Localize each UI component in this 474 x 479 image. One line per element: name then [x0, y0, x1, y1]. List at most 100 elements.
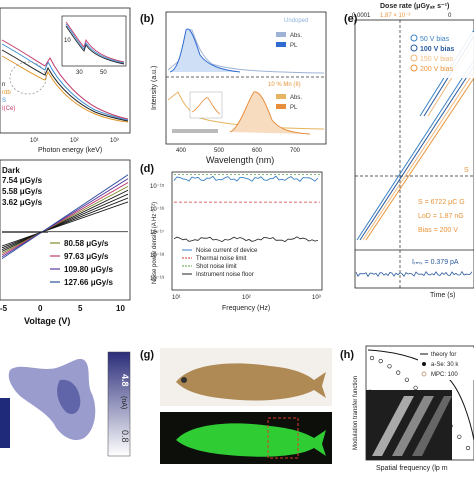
panel-d-legend-1: Thermal noise limit: [196, 256, 247, 262]
panel-a-legend-1: rdb: [2, 90, 11, 96]
panel-e-top-axis-label: Dose rate (μGyₐᵢᵣ s⁻¹): [380, 3, 449, 10]
panel-d-ytick-3: 10⁻¹⁸: [150, 252, 165, 259]
panel-b-bottom-legend-0: Abs.: [290, 95, 302, 101]
panel-b-bottom-legend-1: PL: [290, 105, 298, 111]
panel-g-roi-box: [267, 417, 299, 459]
panel-a-inset-curve-2: [65, 23, 125, 64]
panel-f-colorbar-min: 0.8: [120, 430, 130, 443]
panel-c-legend-2: 5.58 μGy/s: [2, 187, 43, 196]
panel-d-xtick-2: 10³: [312, 295, 321, 301]
panel-e-legend-2: 150 V bias: [420, 56, 454, 63]
panel-c-iv-line: [1, 182, 129, 256]
panel-e-ramp-100v: [359, 65, 474, 241]
panel-e-ramp-50v: [356, 59, 474, 241]
panel-h-legend-marker-1: [422, 362, 426, 366]
panel-d-xtick-0: 10¹: [172, 295, 181, 301]
panel-d: (d) Noise power density (A Hz⁻¹ᐟ²) 10⁻¹⁵…: [140, 163, 323, 312]
panel-b-xtick-1: 500: [214, 148, 225, 154]
panel-h-legend-bg: [418, 348, 474, 380]
panel-d-ytick-4: 10⁻¹⁹: [150, 275, 165, 282]
panel-b-bottom-title: 10 % Mn (II): [268, 82, 301, 88]
panel-a-inset-curve-3: [65, 25, 125, 65]
panel-d-legend-3: Instrument noise floor: [196, 272, 254, 278]
panel-f-colorbar: [107, 351, 131, 457]
panel-f-map-region: [8, 358, 96, 441]
panel-b-xtick-2: 600: [252, 148, 263, 154]
panel-b-inset-curve: [191, 97, 221, 115]
panel-d-frame: [171, 171, 323, 291]
panel-c-legend-4: 80.58 μGy/s: [64, 239, 109, 248]
panel-a-legend-2: S: [2, 98, 6, 104]
panel-a-inset-curve-1: [65, 21, 125, 63]
panel-e-s-label: S: [464, 167, 469, 174]
panel-d-legend-0: Noise current of device: [196, 248, 258, 254]
panel-h: (h) Modulation transfer function Spatial…: [340, 345, 474, 472]
panel-a-xlabel: Photon energy (keV): [38, 147, 102, 154]
panel-e-legend-marker-3: [410, 64, 418, 72]
panel-b-inset: [189, 91, 223, 119]
panel-c-iv-line: [1, 197, 129, 249]
panel-h-xlabel: Spatial frequency (lp m: [376, 465, 448, 472]
panel-d-label: (d): [140, 163, 154, 175]
panel-c-iv-line: [1, 201, 129, 247]
panel-c-iv-line: [1, 193, 129, 251]
panel-c-legend-3: 3.62 μGy/s: [2, 198, 43, 207]
panel-a-inset-ytick: 10: [64, 38, 71, 44]
panel-a-inset: [61, 15, 127, 67]
panel-a-frame: [0, 7, 131, 134]
panel-a-legend-3: I(Ce): [2, 106, 15, 112]
panel-a-zoom-circle: [9, 61, 47, 95]
panel-a-xtick-1: 10²: [70, 138, 79, 144]
panel-b: (b) Intensity (a.u.) Undoped Abs. PL 10 …: [140, 11, 327, 165]
panel-b-label: (b): [140, 13, 154, 25]
panel-c-xtick-3: 10: [116, 304, 125, 313]
panel-f-edge-block: [0, 398, 10, 448]
panel-c-xtick-2: 5: [78, 304, 83, 313]
panel-a-inset-xtick-0: 30: [76, 70, 83, 76]
panel-b-top-pl: [169, 28, 241, 73]
panel-e-legend-0: 50 V bias: [420, 36, 450, 43]
panel-g-fish-xray: [176, 423, 326, 457]
panel-b-frame: [165, 11, 327, 145]
panel-c-xtick-0: -5: [0, 304, 8, 313]
panel-g-label: (g): [140, 349, 154, 361]
panel-d-instrument-floor-line: [173, 236, 319, 243]
panel-b-top-legend-swatch-1: [276, 42, 286, 47]
panel-e-ramp-200v: [365, 77, 474, 241]
panel-b-top-legend-swatch-0: [276, 32, 286, 37]
panel-e-legend-3: 200 V bias: [420, 66, 454, 73]
panel-h-inset-bar-3: [412, 396, 452, 456]
panel-e-top-tick-0: 0.0001: [352, 13, 371, 19]
panel-e-top-tick-2: 0: [448, 13, 452, 19]
panel-e-legend-marker-0: [410, 34, 418, 42]
panel-a-legend-0: n: [2, 82, 5, 88]
panel-a-xtick-0: 10¹: [30, 138, 39, 144]
panel-h-legend-1: a-Se: 30 k: [431, 362, 459, 368]
panel-e-legend-1: 100 V bias: [420, 46, 454, 53]
panel-f: 4.8 (nA) 0.8: [0, 348, 131, 458]
panel-d-ytick-1: 10⁻¹⁶: [150, 206, 165, 213]
panel-b-xlabel: Wavelength (nm): [206, 155, 274, 165]
panel-h-ase-point: [396, 370, 401, 375]
panel-e-ramp-150v: [362, 71, 474, 241]
panel-c-lines: [1, 174, 129, 259]
panel-c-iv-line: [1, 189, 129, 252]
panel-c-iv-line: [1, 186, 129, 254]
panel-c-legend-box: 80.58 μGy/s 97.63 μGy/s 109.80 μGy/s 127…: [48, 232, 128, 292]
panel-e-noise-trace: [355, 270, 473, 278]
panel-h-label: (h): [340, 349, 354, 361]
panel-a: 10 30 50 n rdb S I(Ce) 10¹ 10² 10³ Photo…: [0, 7, 131, 154]
panel-e-noise-label: Iᵣₘₛ = 0.379 pA: [412, 259, 459, 266]
panel-h-ase-point: [457, 434, 462, 439]
panel-b-top-title: Undoped: [284, 18, 308, 24]
panel-b-top-legend-1: PL: [290, 43, 298, 49]
panel-d-xtick-1: 10²: [242, 295, 251, 301]
panel-h-ase-point: [404, 377, 410, 382]
panel-e-annotation-2: Bias = 200 V: [418, 227, 458, 234]
panel-e-annotation-0: S = 6722 μC G: [418, 199, 465, 206]
panel-h-inset-bar-2: [392, 396, 434, 456]
panel-c-legend-7: 127.66 μGy/s: [64, 278, 113, 287]
panel-g-fish-eye: [181, 377, 187, 383]
panel-b-top-legend-0: Abs.: [290, 33, 302, 39]
panel-h-ase-point: [465, 445, 471, 451]
